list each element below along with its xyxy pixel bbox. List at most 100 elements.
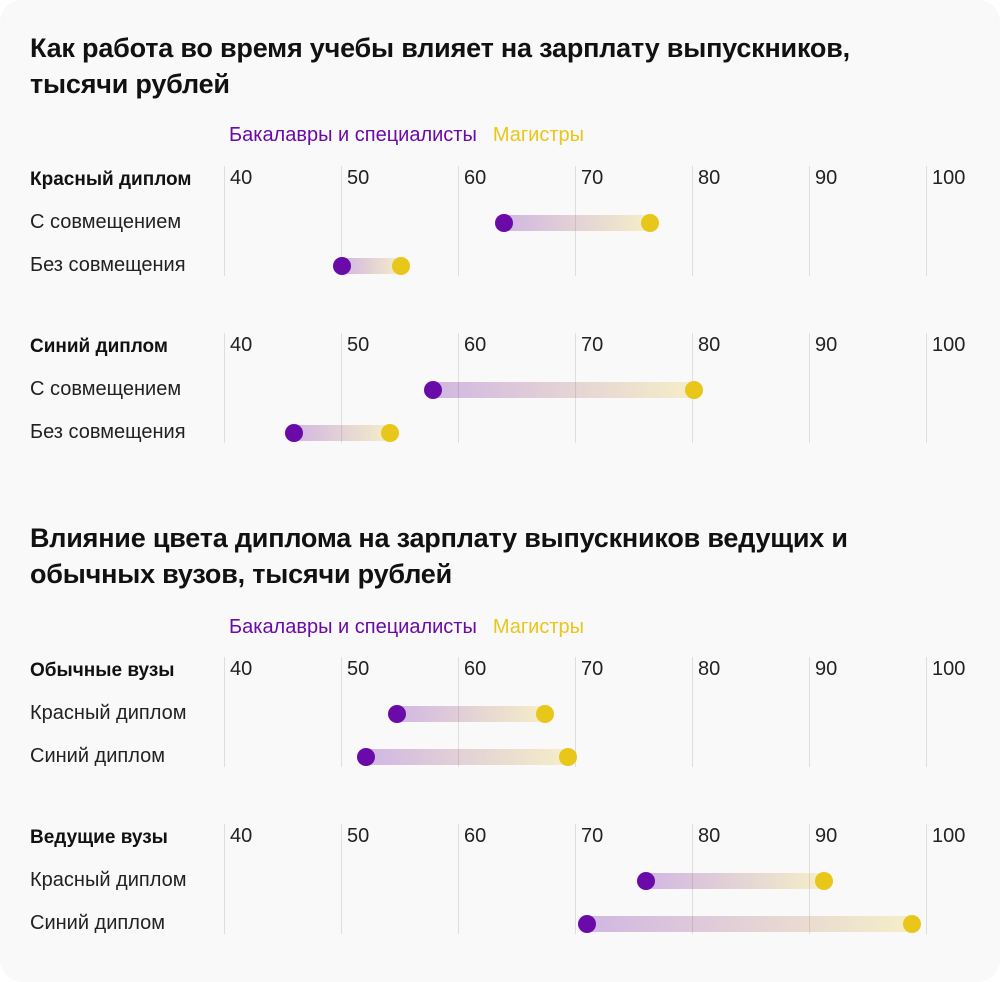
range-bar [294, 425, 391, 441]
legend-masters: Магистры [492, 124, 584, 146]
tick-label: 90 [815, 334, 838, 356]
legend-bachelors: Бакалавры и специалисты [229, 616, 477, 638]
tick-label: 40 [230, 825, 253, 847]
dot-bachelors [356, 748, 375, 766]
tick-label: 50 [347, 825, 370, 847]
gridline [224, 824, 225, 934]
tick-label: 70 [581, 334, 604, 356]
dot-bachelors [637, 872, 656, 890]
gridline [575, 657, 576, 767]
row-label: Синий диплом [30, 745, 165, 767]
dot-masters [902, 915, 921, 933]
gridline [809, 657, 810, 767]
gridline [575, 824, 576, 934]
tick-label: 90 [815, 167, 838, 189]
gridline [575, 166, 576, 276]
range-bar [433, 382, 695, 398]
row-label: Без совмещения [30, 254, 186, 276]
gridline [341, 166, 342, 276]
row-label: Без совмещения [30, 421, 186, 443]
dot-bachelors [388, 705, 407, 723]
tick-label: 90 [815, 658, 838, 680]
group-label: Обычные вузы [30, 660, 175, 681]
gridline [341, 333, 342, 443]
gridline [926, 166, 927, 276]
gridline [926, 657, 927, 767]
tick-label: 80 [698, 825, 721, 847]
gridline [692, 657, 693, 767]
dot-bachelors [424, 381, 443, 399]
chart-title: Как работа во время учебы влияет на зарп… [30, 33, 850, 99]
tick-label: 100 [932, 167, 966, 189]
dot-masters [685, 381, 704, 399]
gridline [809, 166, 810, 276]
gridline [809, 333, 810, 443]
gridline [926, 824, 927, 934]
legend: Бакалавры и специалисты Магистры [229, 616, 600, 639]
gridline [224, 333, 225, 443]
dot-masters [381, 424, 400, 442]
tick-label: 70 [581, 658, 604, 680]
gridline [809, 824, 810, 934]
dot-bachelors [285, 424, 304, 442]
tick-label: 40 [230, 167, 253, 189]
range-bar [342, 258, 401, 274]
group-label: Синий диплом [30, 336, 168, 357]
row-label: С совмещением [30, 378, 182, 400]
gridline [341, 657, 342, 767]
gridline [458, 824, 459, 934]
tick-label: 70 [581, 825, 604, 847]
tick-label: 100 [932, 334, 966, 356]
dot-bachelors [333, 257, 352, 275]
group-label: Ведущие вузы [30, 827, 168, 848]
dot-bachelors [577, 915, 596, 933]
gridline [458, 166, 459, 276]
dot-masters [391, 257, 410, 275]
gridline [458, 333, 459, 443]
group-label: Красный диплом [30, 169, 192, 190]
range-bar [365, 749, 568, 765]
gridline [224, 657, 225, 767]
gridline [575, 333, 576, 443]
tick-label: 80 [698, 334, 721, 356]
range-bar [586, 916, 912, 932]
gridline [926, 333, 927, 443]
dot-bachelors [494, 214, 513, 232]
tick-label: 60 [464, 334, 487, 356]
tick-label: 60 [464, 167, 487, 189]
gridline [458, 657, 459, 767]
gridline [224, 166, 225, 276]
tick-label: 50 [347, 658, 370, 680]
dot-masters [535, 705, 554, 723]
legend: Бакалавры и специалисты Магистры [229, 124, 600, 147]
dot-masters [815, 872, 834, 890]
tick-label: 80 [698, 167, 721, 189]
tick-label: 40 [230, 658, 253, 680]
dot-masters [640, 214, 659, 232]
row-label: С совмещением [30, 211, 182, 233]
tick-label: 100 [932, 658, 966, 680]
tick-label: 90 [815, 825, 838, 847]
row-label: Красный диплом [30, 702, 187, 724]
legend-bachelors: Бакалавры и специалисты [229, 124, 477, 146]
gridline [692, 166, 693, 276]
tick-label: 100 [932, 825, 966, 847]
tick-label: 50 [347, 334, 370, 356]
tick-label: 40 [230, 334, 253, 356]
legend-masters: Магистры [492, 616, 584, 638]
range-bar [646, 873, 825, 889]
chart-title: Влияние цвета диплома на зарплату выпуск… [30, 523, 848, 589]
row-label: Красный диплом [30, 869, 187, 891]
tick-label: 80 [698, 658, 721, 680]
dot-masters [558, 748, 577, 766]
gridline [341, 824, 342, 934]
tick-label: 60 [464, 658, 487, 680]
row-label: Синий диплом [30, 912, 165, 934]
tick-label: 70 [581, 167, 604, 189]
range-bar [503, 215, 650, 231]
gridline [692, 824, 693, 934]
tick-label: 60 [464, 825, 487, 847]
tick-label: 50 [347, 167, 370, 189]
range-bar [397, 706, 545, 722]
